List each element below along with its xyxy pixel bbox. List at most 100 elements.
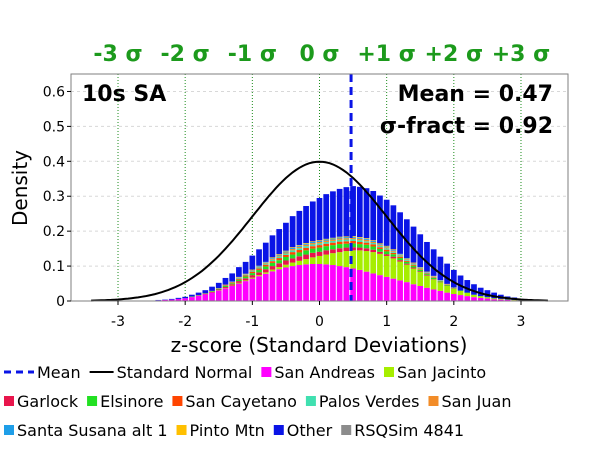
bar-segment	[175, 298, 182, 301]
bar-segment	[343, 243, 350, 248]
legend-box-swatch	[172, 396, 183, 406]
bar-segment	[390, 278, 397, 301]
bar-segment	[350, 236, 356, 237]
legend-box-swatch	[4, 425, 14, 435]
legend-box-swatch	[341, 425, 352, 435]
legend-box-swatch	[428, 396, 439, 406]
bar-segment	[383, 245, 390, 247]
bar-segment	[262, 262, 269, 264]
bar-segment	[390, 249, 397, 251]
bar-segment	[256, 269, 262, 273]
bar-segment	[262, 263, 269, 265]
bar-segment	[464, 280, 471, 293]
bar-segment	[283, 250, 289, 252]
bar-segment	[303, 254, 309, 260]
bar-segment	[390, 205, 397, 250]
bar-segment	[182, 296, 189, 299]
bar-segment	[377, 244, 383, 246]
bar-segment	[350, 240, 356, 244]
bar-segment	[437, 282, 444, 291]
bar-segment	[289, 252, 296, 255]
y-tick-label: 0.2	[43, 224, 65, 240]
bar-segment	[383, 248, 390, 250]
curve-layer	[91, 74, 548, 302]
bar-segment	[323, 238, 330, 240]
bar-segment	[323, 246, 330, 251]
bar-segment	[283, 222, 289, 251]
bar-segment	[269, 266, 276, 270]
bar-segment	[283, 253, 289, 255]
bar-segment	[343, 251, 350, 268]
bar-segment	[283, 251, 289, 253]
bar-segment	[309, 263, 316, 301]
sigma-labels: -3 σ -2 σ -1 σ 0 σ +1 σ +2 σ +3 σ	[93, 42, 550, 67]
bar-segment	[215, 289, 222, 291]
bar-segment	[289, 248, 296, 251]
bar-segment	[189, 294, 195, 297]
bar-segment	[296, 256, 303, 261]
bar-segment	[410, 263, 417, 265]
bar-segment	[289, 250, 296, 253]
bar-segment	[370, 252, 377, 274]
bar-segment	[262, 269, 269, 273]
bar-segment	[289, 258, 296, 263]
bar-segment	[444, 285, 450, 293]
bar-segment	[350, 243, 356, 248]
bar-segment	[377, 243, 383, 245]
bar-segment	[464, 292, 471, 297]
bar-segment	[316, 263, 323, 301]
bar-segment	[383, 199, 390, 246]
bar-segment	[330, 191, 336, 238]
bar-segment	[303, 246, 309, 248]
bar-segment	[289, 266, 296, 301]
bar-segment	[209, 291, 215, 292]
bar-segment	[202, 294, 209, 301]
bar-segment	[256, 249, 262, 266]
bar-segment	[471, 297, 477, 301]
bar-segment	[444, 284, 450, 286]
bar-segment	[289, 254, 296, 259]
bar-segment	[450, 269, 457, 288]
bar-segment	[316, 197, 323, 241]
bar-segment	[296, 265, 303, 301]
bar-segment	[303, 247, 309, 251]
legend-box-swatch	[87, 396, 98, 406]
bar-segment	[356, 241, 363, 245]
bar-segment	[336, 241, 343, 245]
bar-segment	[424, 273, 430, 275]
bar-segment	[370, 240, 377, 242]
legend-label: Palos Verdes	[319, 392, 420, 411]
bar-segment	[242, 261, 249, 274]
bar-segment	[343, 241, 350, 244]
bar-segment	[256, 267, 262, 269]
legend-item: San Andreas	[261, 363, 375, 382]
bar-segment	[397, 256, 403, 259]
bar-segment	[430, 249, 437, 276]
bar-segment	[390, 252, 397, 255]
x-tick-label: 3	[517, 314, 526, 330]
bar-segment	[397, 254, 403, 255]
bar-segment	[464, 296, 471, 301]
bar-segment	[303, 243, 309, 245]
bar-segment	[215, 290, 222, 301]
legend-label: Mean	[37, 363, 81, 382]
bar-segment	[417, 271, 424, 273]
legend-item: Pinto Mtn	[176, 421, 265, 440]
legend-box-swatch	[305, 396, 316, 406]
bar-segment	[397, 254, 403, 256]
bar-segment	[269, 271, 276, 301]
sigma-label: -1 σ	[228, 42, 277, 67]
bar-segment	[316, 240, 323, 242]
bar-segment	[350, 186, 356, 237]
bar-segment	[491, 299, 497, 301]
bar-segment	[309, 241, 316, 242]
bar-segment	[497, 298, 504, 300]
bar-segment	[256, 266, 262, 268]
bar-segment	[336, 252, 343, 267]
bar-segment	[424, 241, 430, 272]
bar-segment	[403, 260, 410, 262]
bar-segment	[289, 247, 296, 248]
bar-segment	[437, 256, 444, 281]
bar-segment	[222, 285, 229, 288]
bar-segment	[363, 238, 370, 239]
